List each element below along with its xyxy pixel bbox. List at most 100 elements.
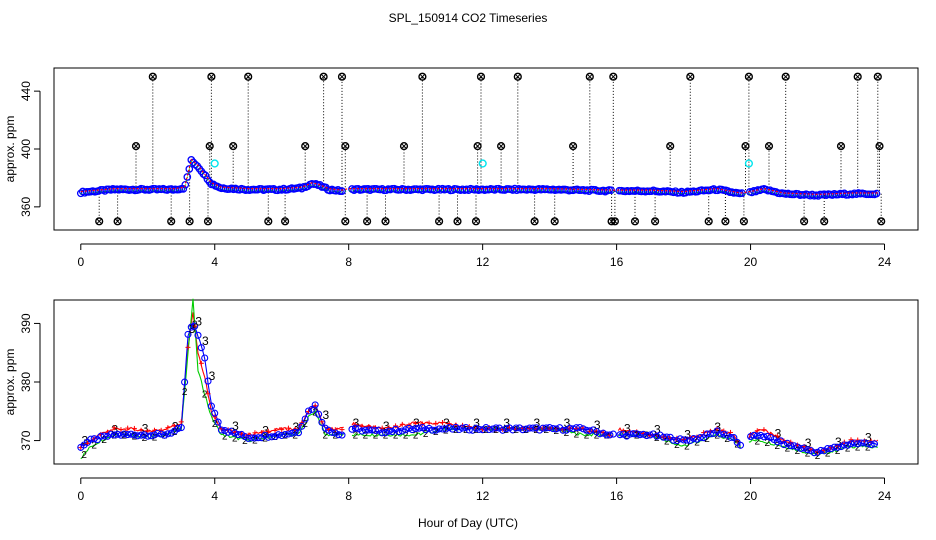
bottom-blue-marker <box>191 322 199 330</box>
chart-title: SPL_150914 CO2 Timeseries <box>389 11 548 25</box>
top-outlier-cross <box>610 73 617 80</box>
top-outlier-point <box>741 142 750 151</box>
top-outlier-cross <box>478 73 484 80</box>
top-outlier-point <box>167 217 176 226</box>
bottom-blue-marker <box>757 431 765 439</box>
bottom-blue-marker <box>211 409 219 417</box>
bottom-blue-marker <box>294 429 303 437</box>
bottom-blue-marker <box>860 439 868 447</box>
top-panel: 0 4 8 12 16 20 24 360 400 440 approx. ppm <box>3 67 919 269</box>
bottom-green-marker: 2 <box>393 431 399 442</box>
top-outlier-cross <box>114 218 121 225</box>
bottom-blue-marker <box>619 430 627 438</box>
top-outlier-point <box>399 142 409 151</box>
top-outlier-point <box>264 217 273 226</box>
bottom-plot-frame <box>53 299 919 465</box>
top-cyan-point <box>478 159 487 168</box>
bottom-blue-marker <box>90 435 98 443</box>
top-outlier-point <box>568 142 578 151</box>
top-outlier-point <box>585 72 594 81</box>
bottom-blue-marker <box>298 422 306 430</box>
bottom-blue-marker <box>268 433 276 441</box>
top-baseline-point <box>201 171 210 180</box>
bottom-blue-marker <box>867 441 875 449</box>
bottom-blue-marker <box>716 430 724 438</box>
top-outlier-point <box>203 217 213 226</box>
bottom-blue-marker <box>753 432 761 440</box>
top-x-tick-label: 24 <box>878 255 892 269</box>
top-outlier-cross <box>320 73 327 80</box>
bottom-green-marker: 2 <box>101 435 107 446</box>
bottom-blue-marker <box>177 424 185 432</box>
bottom-blue-marker <box>127 430 135 438</box>
top-outlier-cross <box>570 143 576 149</box>
top-outlier-cross <box>342 143 349 149</box>
top-outlier-point <box>853 72 862 81</box>
top-plot-frame <box>53 67 919 231</box>
bottom-blue-marker <box>639 430 647 438</box>
bottom-blue-marker <box>566 424 574 432</box>
top-outlier-cross <box>587 73 593 80</box>
bottom-blue-marker <box>837 443 845 451</box>
bottom-blue-marker <box>308 405 316 413</box>
bottom-blue-label: 3 <box>684 428 691 442</box>
bottom-blue-marker <box>201 354 209 362</box>
bottom-blue-marker <box>311 401 319 409</box>
top-outlier-point <box>363 217 372 226</box>
bottom-blue-marker <box>512 424 520 432</box>
bottom-blue-label: 3 <box>594 418 601 432</box>
bottom-blue-marker <box>207 402 215 410</box>
bottom-blue-marker <box>616 431 624 439</box>
top-baseline-point <box>209 180 218 189</box>
top-baseline-point <box>738 189 746 197</box>
top-outlier-cross <box>878 218 884 225</box>
bottom-blue-marker <box>485 425 493 434</box>
bottom-green-marker: 2 <box>855 442 861 453</box>
top-outlier-point <box>875 142 884 151</box>
top-outlier-cross <box>531 218 538 225</box>
bottom-green-marker: 2 <box>624 431 630 442</box>
bottom-blue-label: 3 <box>473 416 480 430</box>
bottom-blue-marker <box>154 429 162 437</box>
bottom-green-marker: 2 <box>162 431 168 442</box>
top-outlier-point <box>244 72 253 81</box>
top-outlier-cross <box>230 143 236 149</box>
bottom-blue-marker <box>107 430 115 438</box>
bottom-green-marker: 2 <box>845 443 851 454</box>
top-y-tick-label: 360 <box>19 197 33 217</box>
top-outlier-point <box>435 217 444 226</box>
bottom-blue-label: 3 <box>292 420 299 434</box>
bottom-blue-marker <box>144 432 152 440</box>
top-outlier-point <box>476 72 486 81</box>
bottom-blue-marker <box>378 429 386 437</box>
bottom-blue-label: 3 <box>534 416 541 430</box>
bottom-blue-marker <box>395 428 403 436</box>
bottom-green-marker: 2 <box>122 431 128 442</box>
bottom-blue-marker <box>844 441 852 449</box>
bottom-blue-marker <box>870 440 879 448</box>
bottom-y-axis: 370 380 390 <box>19 313 41 451</box>
bottom-blue-marker <box>405 424 413 432</box>
bottom-blue-marker <box>492 424 500 432</box>
bottom-blue-marker <box>335 431 343 439</box>
top-outlier-cross <box>150 73 156 80</box>
bottom-blue-label: 3 <box>112 422 119 436</box>
bottom-x-tick-label: 24 <box>878 489 892 503</box>
bottom-blue-marker <box>412 425 420 433</box>
top-outlier-cross <box>766 143 772 149</box>
bottom-blue-marker <box>254 434 262 442</box>
bottom-y-tick-label: 370 <box>19 430 33 450</box>
bottom-blue-marker <box>432 426 440 434</box>
top-outlier-point <box>721 217 730 226</box>
bottom-blue-marker <box>730 434 738 442</box>
top-outlier-cross <box>515 73 521 80</box>
top-outlier-point <box>207 72 216 81</box>
bottom-green-marker: 2 <box>353 431 359 442</box>
top-baseline-point <box>199 170 208 178</box>
bottom-blue-marker <box>720 430 728 438</box>
top-outlier-point <box>341 142 350 151</box>
top-cyan-point <box>744 159 754 168</box>
bottom-green-marker: 2 <box>222 431 228 442</box>
bottom-blue-marker <box>291 428 299 436</box>
